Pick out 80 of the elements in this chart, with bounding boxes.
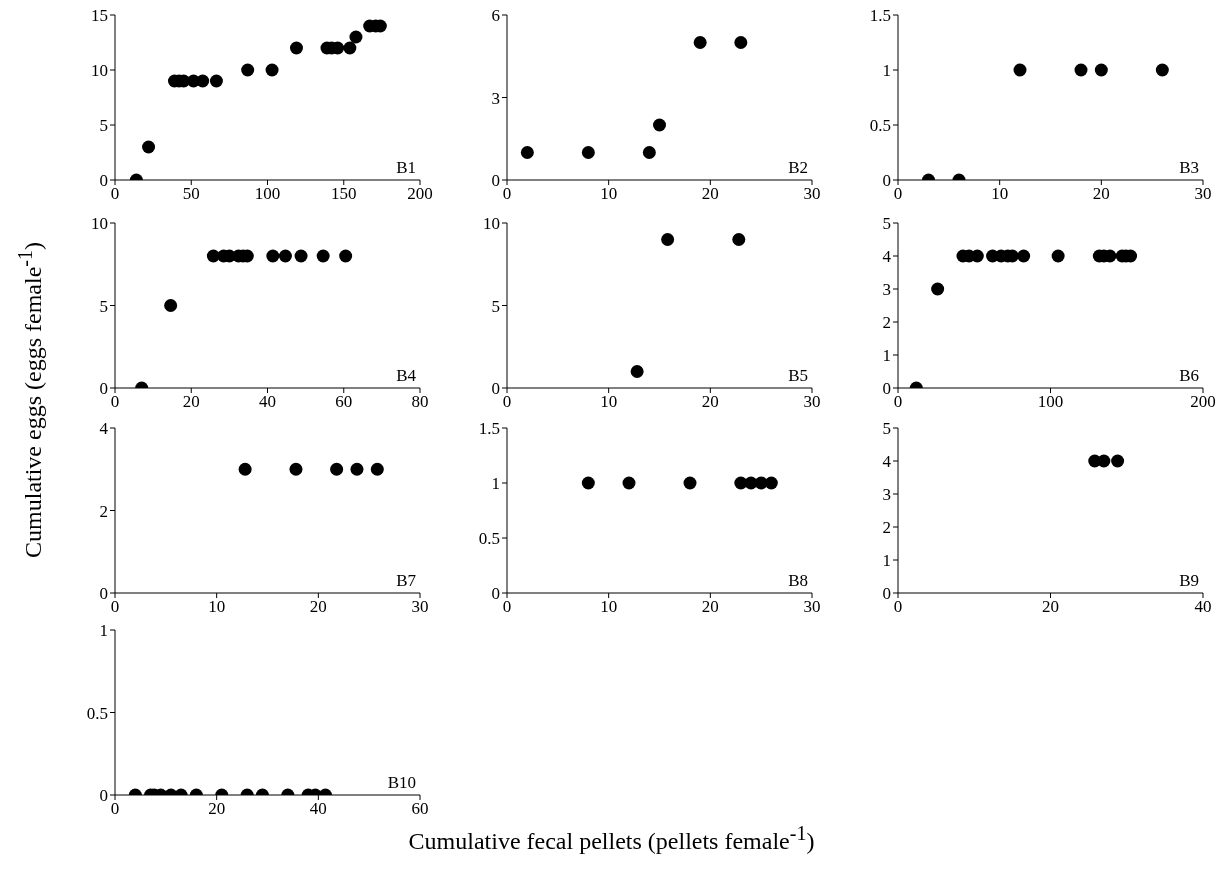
annotation: B10: [387, 773, 416, 793]
y-tick-label: 0.5: [478, 529, 500, 549]
y-tick-label: 2: [882, 518, 891, 538]
x-tick-label: 10: [600, 392, 618, 412]
y-tick-label: 2: [882, 313, 891, 333]
y-tick-label: 5: [882, 419, 891, 439]
x-tick-label: 60: [335, 392, 353, 412]
x-tick-label: 30: [411, 597, 429, 617]
x-tick-label: 30: [803, 597, 821, 617]
annotation: B8: [788, 571, 808, 591]
x-tick-label: 10: [600, 597, 618, 617]
y-tick-label: 0: [882, 171, 891, 191]
y-tick-label: 0: [99, 786, 108, 806]
x-tick-label: 30: [803, 392, 821, 412]
x-tick-label: 20: [701, 597, 719, 617]
y-tick-label: 0.5: [86, 703, 108, 723]
x-tick-label: 20: [1042, 597, 1059, 617]
y-tick-label: 0: [99, 584, 108, 604]
annotation: B2: [788, 158, 808, 178]
y-tick-label: 10: [483, 214, 500, 234]
y-tick-label: 1: [99, 621, 108, 641]
x-tick-label: 10: [600, 184, 618, 204]
x-tick-label: 20: [208, 799, 226, 819]
y-tick-label: 6: [491, 6, 500, 26]
y-tick-label: 1.5: [478, 419, 500, 439]
x-tick-label: 200: [407, 184, 433, 204]
annotation: B7: [396, 571, 416, 591]
annotation: B9: [1179, 571, 1199, 591]
y-tick-label: 0: [491, 584, 500, 604]
x-tick-label: 40: [1194, 597, 1212, 617]
x-tick-label: 150: [331, 184, 357, 204]
y-tick-label: 10: [91, 61, 108, 81]
y-tick-label: 3: [882, 280, 891, 300]
y-tick-label: 1: [882, 61, 891, 81]
x-tick-label: 20: [309, 597, 327, 617]
y-tick-label: 15: [91, 6, 108, 26]
x-tick-label: 20: [701, 392, 719, 412]
y-tick-label: 1: [882, 551, 891, 571]
x-tick-label: 10: [991, 184, 1009, 204]
y-tick-label: 1: [491, 474, 500, 494]
x-tick-label: 20: [701, 184, 719, 204]
y-tick-label: 1.5: [869, 6, 891, 26]
x-tick-label: 100: [254, 184, 281, 204]
y-tick-label: 10: [91, 214, 108, 234]
x-tick-label: 30: [1194, 184, 1212, 204]
y-tick-label: 4: [882, 452, 892, 472]
y-tick-label: 3: [882, 485, 891, 505]
y-tick-label: 1: [882, 346, 891, 366]
y-tick-label: 0: [99, 379, 108, 399]
x-tick-label: 50: [182, 184, 200, 204]
y-tick-label: 0: [99, 171, 108, 191]
x-tick-label: 60: [411, 799, 429, 819]
y-tick-label: 0: [882, 379, 891, 399]
y-tick-label: 2: [99, 501, 108, 521]
x-axis-title: Cumulative fecal pellets (pellets female$^{-1}$): [407, 822, 816, 855]
y-tick-label: 5: [882, 214, 891, 234]
annotation: B1: [396, 158, 416, 178]
y-tick-label: 5: [99, 116, 108, 136]
annotation: B3: [1179, 158, 1199, 178]
y-tick-label: 0: [491, 379, 500, 399]
y-tick-label: 3: [491, 88, 500, 108]
annotation: B5: [788, 366, 808, 386]
y-tick-label: 0: [882, 584, 891, 604]
annotation: B6: [1179, 366, 1199, 386]
y-tick-label: 5: [491, 296, 500, 316]
y-tick-label: 0.5: [869, 116, 891, 136]
y-tick-label: 4: [882, 247, 892, 267]
x-tick-label: 80: [411, 392, 429, 412]
annotation: B4: [396, 366, 416, 386]
x-tick-label: 20: [1092, 184, 1110, 204]
y-tick-label: 5: [99, 296, 108, 316]
x-tick-label: 10: [208, 597, 226, 617]
x-tick-label: 40: [309, 799, 327, 819]
x-tick-label: 30: [803, 184, 821, 204]
x-tick-label: 20: [182, 392, 200, 412]
x-tick-label: 40: [259, 392, 276, 412]
x-tick-label: 200: [1190, 392, 1216, 412]
x-tick-label: 100: [1037, 392, 1064, 412]
y-tick-label: 4: [99, 419, 109, 439]
y-tick-label: 0: [491, 171, 500, 191]
